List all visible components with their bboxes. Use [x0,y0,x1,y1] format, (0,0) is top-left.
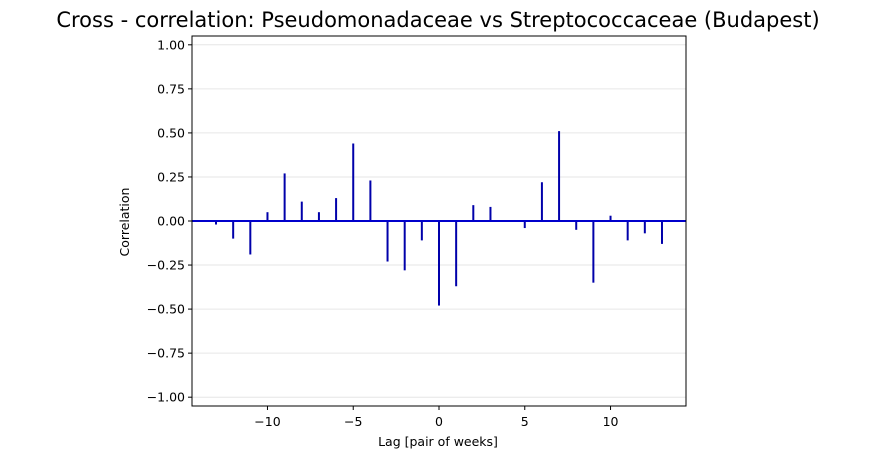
chart-title: Cross - correlation: Pseudomonadaceae vs… [56,8,819,32]
y-tick-label: −0.50 [147,302,185,317]
y-axis-ticks: −1.00 −0.75 −0.50 −0.25 0.00 0.25 0.50 0.75 1.00 [147,37,192,405]
x-axis-ticks: −10 −5 0 5 10 [254,406,619,429]
y-tick-label: 1.00 [157,37,185,52]
y-tick-label: −0.25 [147,258,185,273]
x-tick-label: −5 [344,414,362,429]
x-tick-label: 0 [435,414,443,429]
y-axis-label: Correlation [117,188,132,257]
x-tick-label: −10 [254,414,280,429]
y-tick-label: 0.25 [157,169,185,184]
x-tick-label: 10 [603,414,619,429]
correlation-bars [215,131,663,306]
x-tick-label: 5 [521,414,529,429]
y-tick-label: 0.50 [157,125,185,140]
x-axis-label: Lag [pair of weeks] [378,434,498,449]
y-tick-label: 0.75 [157,81,185,96]
y-tick-label: −0.75 [147,346,185,361]
y-tick-label: 0.00 [157,214,185,229]
y-tick-label: −1.00 [147,390,185,405]
